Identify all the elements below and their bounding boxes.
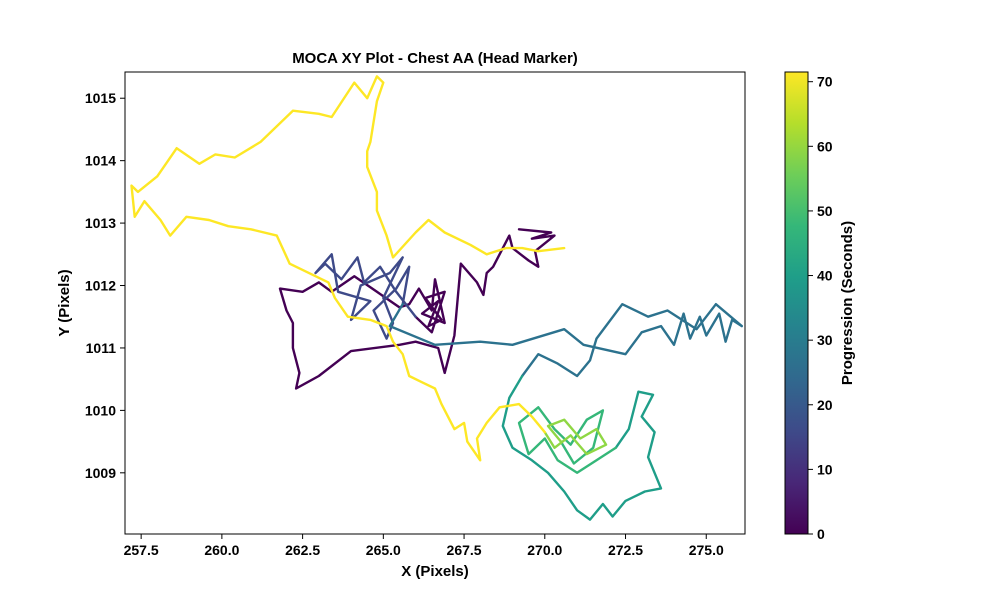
plot-series [130,75,743,521]
colorbar-tick-label: 0 [817,526,825,542]
colorbar-ticks: 0 10 20 30 40 50 60 70 [808,74,833,542]
colorbar-tick-label: 40 [817,268,833,284]
y-tick-label: 1013 [85,215,116,231]
x-tick-label: 272.5 [608,542,643,558]
y-axis-label: Y (Pixels) [56,269,73,336]
trajectory-segment-1 [314,253,417,340]
colorbar-tick-label: 50 [817,203,833,219]
x-tick-label: 275.0 [689,542,724,558]
trajectory-segment-4 [517,406,617,474]
x-tick-label: 257.5 [124,542,159,558]
colorbar-label: Progression (Seconds) [839,221,856,385]
y-tick-label: 1011 [86,340,117,356]
trajectory-segment-0 [278,228,556,390]
colorbar-tick-label: 20 [817,397,833,413]
colorbar-tick-label: 10 [817,461,833,477]
chart-title: MOCA XY Plot - Chest AA (Head Marker) [292,50,578,67]
x-tick-label: 270.0 [527,542,562,558]
x-tick-label: 260.0 [204,542,239,558]
y-tick-label: 1010 [85,402,116,418]
x-tick-label: 267.5 [447,542,482,558]
y-tick-label: 1012 [85,278,116,294]
colorbar-tick-label: 70 [817,74,833,90]
colorbar-tick-label: 60 [817,138,833,154]
y-axis-ticks: 1009 1010 1011 1012 1013 1014 1015 [85,90,125,481]
y-tick-label: 1009 [85,465,116,481]
colorbar-tick-label: 30 [817,332,833,348]
x-axis-label: X (Pixels) [401,563,469,580]
y-tick-label: 1014 [85,153,116,169]
x-tick-label: 265.0 [366,542,401,558]
trajectory-segment-2 [388,303,743,378]
y-tick-label: 1015 [85,90,116,106]
trajectory-segment-3 [501,374,663,521]
x-tick-label: 262.5 [285,542,320,558]
trajectory-segment-6 [130,75,566,462]
trajectory-segment-5 [543,418,608,456]
colorbar [784,71,809,535]
plot-frame [124,71,746,535]
x-axis-ticks: 257.5 260.0 262.5 265.0 267.5 270.0 272.5 275.0 [124,534,724,558]
